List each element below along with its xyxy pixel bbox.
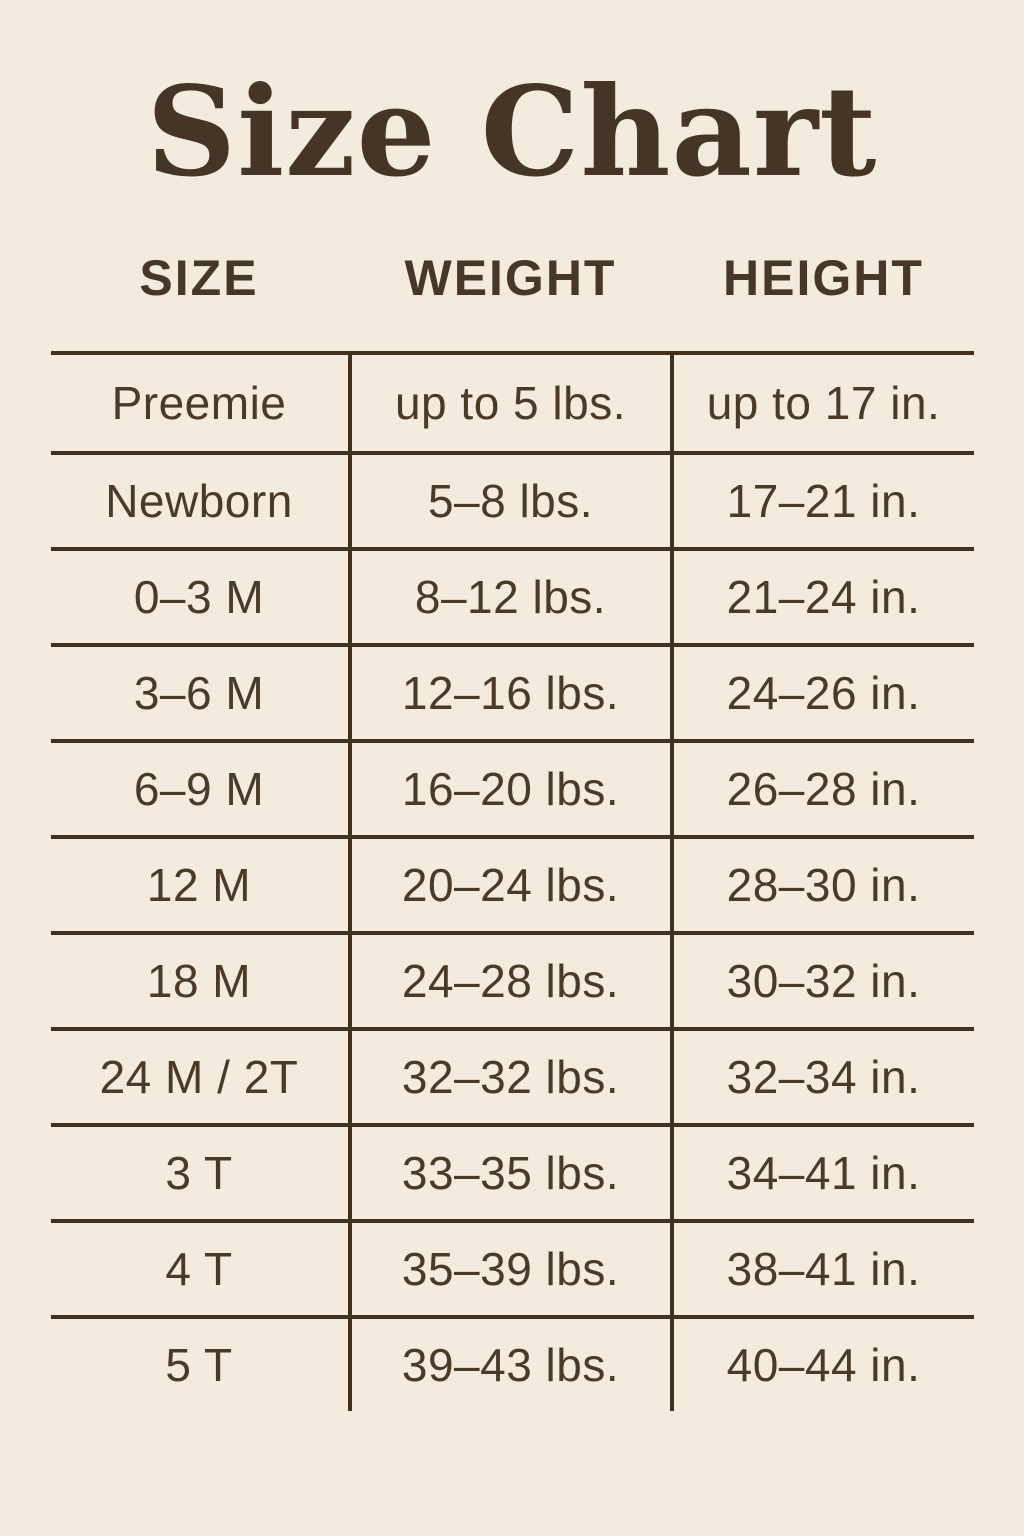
size-cell: 6–9 M bbox=[133, 762, 265, 815]
size-cell: 0–3 M bbox=[133, 570, 265, 623]
column-header-height: HEIGHT bbox=[723, 249, 924, 306]
size-cell: Preemie bbox=[111, 376, 287, 429]
height-cell: 40–44 in. bbox=[726, 1338, 921, 1391]
page-title: Size Chart bbox=[146, 60, 878, 205]
height-cell: 32–34 in. bbox=[726, 1050, 921, 1103]
table-row: 5 T 39–43 lbs. 40–44 in. bbox=[50, 1314, 974, 1411]
height-cell: up to 17 in. bbox=[706, 376, 941, 429]
size-cell: 5 T bbox=[165, 1338, 233, 1391]
height-cell: 30–32 in. bbox=[726, 954, 921, 1007]
column-header-size: SIZE bbox=[139, 249, 259, 306]
table-body: Preemie up to 5 lbs. up to 17 in. Newbor… bbox=[50, 350, 974, 1411]
size-cell: 24 M / 2T bbox=[99, 1050, 299, 1103]
table-row: 3 T 33–35 lbs. 34–41 in. bbox=[50, 1122, 974, 1219]
weight-cell: 8–12 lbs. bbox=[347, 550, 674, 643]
table-row: 12 M 20–24 lbs. 28–30 in. bbox=[50, 834, 974, 931]
weight-cell: 16–20 lbs. bbox=[347, 742, 674, 835]
table-header-row: SIZE WEIGHT HEIGHT bbox=[51, 205, 974, 351]
size-cell: 3–6 M bbox=[133, 666, 265, 719]
table-row: 4 T 35–39 lbs. 38–41 in. bbox=[50, 1218, 974, 1315]
table-row: 6–9 M 16–20 lbs. 26–28 in. bbox=[50, 738, 974, 835]
weight-cell: 24–28 lbs. bbox=[347, 934, 674, 1027]
size-cell: 3 T bbox=[165, 1146, 233, 1199]
size-cell: Newborn bbox=[105, 474, 293, 527]
height-cell: 24–26 in. bbox=[726, 666, 921, 719]
size-cell: 12 M bbox=[146, 858, 252, 911]
size-table: SIZE WEIGHT HEIGHT Preemie up to 5 lbs. … bbox=[50, 205, 974, 1411]
weight-cell: 5–8 lbs. bbox=[347, 454, 674, 547]
height-cell: 21–24 in. bbox=[726, 570, 921, 623]
table-row: Newborn 5–8 lbs. 17–21 in. bbox=[50, 450, 974, 547]
weight-cell: 20–24 lbs. bbox=[347, 838, 674, 931]
height-cell: 17–21 in. bbox=[726, 474, 921, 527]
table-row: Preemie up to 5 lbs. up to 17 in. bbox=[51, 354, 974, 451]
weight-cell: 12–16 lbs. bbox=[347, 646, 674, 739]
height-cell: 26–28 in. bbox=[726, 762, 921, 815]
height-cell: 38–41 in. bbox=[726, 1242, 921, 1295]
weight-cell: 33–35 lbs. bbox=[347, 1126, 674, 1219]
table-row: 24 M / 2T 32–32 lbs. 32–34 in. bbox=[50, 1026, 974, 1123]
size-cell: 18 M bbox=[146, 954, 252, 1007]
size-cell: 4 T bbox=[165, 1242, 233, 1295]
weight-cell: up to 5 lbs. bbox=[347, 354, 674, 451]
table-row: 18 M 24–28 lbs. 30–32 in. bbox=[50, 930, 974, 1027]
height-cell: 28–30 in. bbox=[726, 858, 921, 911]
weight-cell: 39–43 lbs. bbox=[347, 1318, 674, 1411]
height-cell: 34–41 in. bbox=[726, 1146, 921, 1199]
weight-cell: 32–32 lbs. bbox=[347, 1030, 674, 1123]
column-header-weight: WEIGHT bbox=[404, 249, 617, 306]
weight-cell: 35–39 lbs. bbox=[347, 1222, 674, 1315]
table-row: 0–3 M 8–12 lbs. 21–24 in. bbox=[50, 546, 974, 643]
table-row: 3–6 M 12–16 lbs. 24–26 in. bbox=[50, 642, 974, 739]
